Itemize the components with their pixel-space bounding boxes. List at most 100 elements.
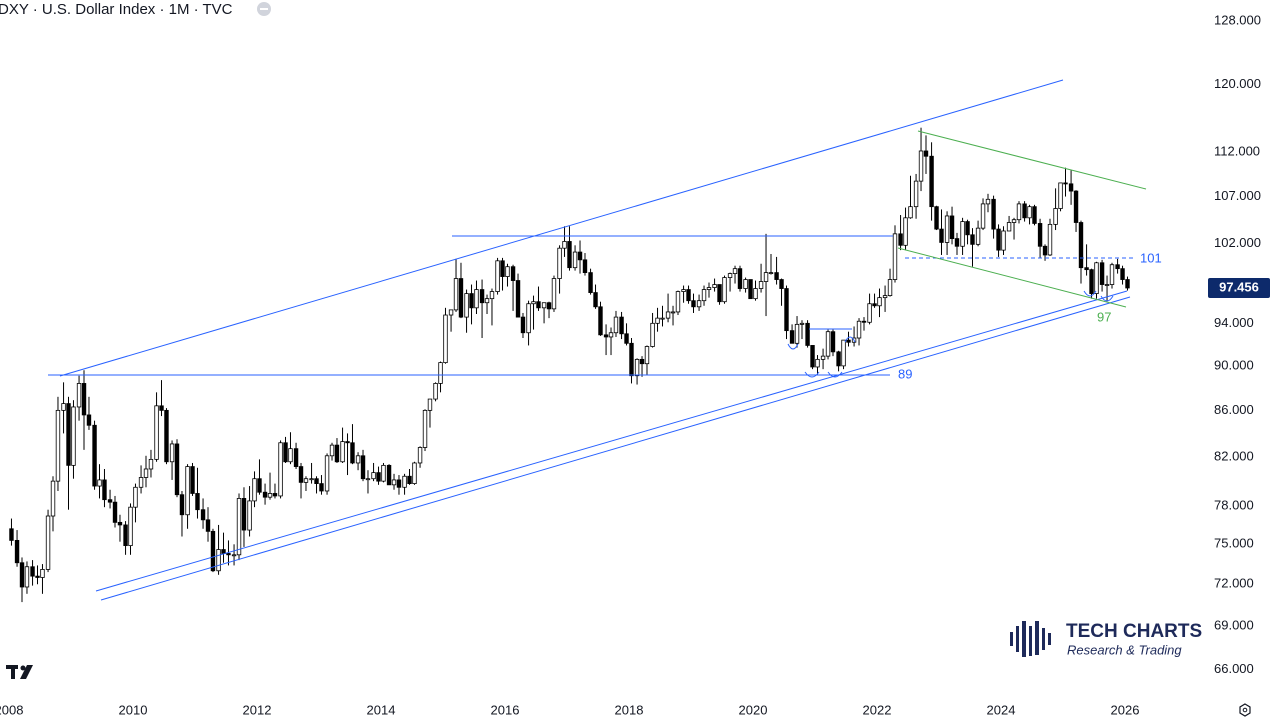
candle-body bbox=[598, 306, 603, 336]
candle-body bbox=[551, 278, 557, 310]
candle-body bbox=[805, 322, 810, 346]
candle-body bbox=[1047, 223, 1053, 256]
x-tick-label: 2020 bbox=[739, 702, 768, 717]
candle-body bbox=[991, 198, 996, 230]
candle-body bbox=[9, 528, 14, 541]
candle-body bbox=[272, 493, 278, 497]
candle-body bbox=[262, 491, 268, 498]
candle-body bbox=[438, 362, 443, 384]
candle-body bbox=[877, 297, 882, 307]
candle-body bbox=[107, 499, 113, 503]
candle-body bbox=[427, 398, 433, 411]
wedge-upper bbox=[917, 130, 1147, 190]
candle-body bbox=[1022, 203, 1027, 219]
candle-body bbox=[210, 530, 216, 572]
tv-logo bbox=[6, 665, 33, 679]
candle-body bbox=[768, 272, 774, 275]
candle-body bbox=[872, 303, 877, 307]
candle-body bbox=[334, 444, 340, 463]
candle-body bbox=[650, 322, 655, 347]
candle-body bbox=[81, 383, 87, 416]
y-tick-label: 90.000 bbox=[1214, 357, 1254, 372]
y-tick-label: 69.000 bbox=[1214, 617, 1254, 632]
candle-body bbox=[706, 287, 712, 290]
candle-body bbox=[572, 251, 578, 269]
y-tick-label: 78.000 bbox=[1214, 497, 1254, 512]
candle-body bbox=[743, 279, 748, 289]
candle-body bbox=[567, 241, 572, 269]
candles bbox=[9, 127, 1130, 603]
candle-body bbox=[758, 281, 764, 289]
candle-body bbox=[205, 519, 211, 532]
candle-body bbox=[159, 405, 164, 411]
arc bbox=[1100, 295, 1114, 302]
icon-bar bbox=[1029, 626, 1032, 656]
drawings bbox=[48, 79, 1147, 601]
candle-body bbox=[278, 442, 283, 497]
candle-body bbox=[815, 358, 820, 368]
candle-body bbox=[371, 472, 376, 480]
candle-body bbox=[1037, 223, 1043, 247]
candle-body bbox=[76, 383, 82, 408]
candle-body bbox=[960, 221, 965, 247]
candle-body bbox=[696, 300, 702, 308]
candle-body bbox=[443, 314, 448, 364]
candle-body bbox=[257, 478, 262, 493]
candle-body bbox=[1042, 245, 1048, 256]
candle-body bbox=[391, 479, 397, 486]
candle-body bbox=[112, 501, 118, 523]
axes: 128.000 120.000 112.000 107.000 102.000 94.00… bbox=[0, 13, 1270, 717]
candle-body bbox=[417, 447, 423, 464]
candle-body bbox=[360, 455, 366, 480]
candle-body bbox=[61, 403, 66, 411]
arc bbox=[827, 371, 843, 378]
candle-body bbox=[1104, 284, 1110, 286]
candle-body bbox=[634, 358, 640, 377]
candle-body bbox=[939, 228, 944, 243]
candle-body bbox=[691, 300, 696, 308]
candle-body bbox=[1109, 264, 1115, 285]
candle-body bbox=[541, 302, 547, 309]
candle-body bbox=[469, 293, 474, 309]
candle-body bbox=[887, 279, 893, 297]
candle-body bbox=[546, 302, 552, 310]
candle-body bbox=[660, 317, 665, 320]
candle-body bbox=[221, 549, 226, 554]
candle-body bbox=[407, 475, 412, 484]
icon-bar bbox=[1048, 633, 1051, 645]
candle-body bbox=[794, 323, 800, 344]
brand-name: TECH CHARTS bbox=[1066, 621, 1202, 642]
settings-button[interactable] bbox=[1239, 703, 1251, 717]
y-tick-label: 120.000 bbox=[1214, 76, 1261, 91]
logo-part bbox=[20, 665, 33, 679]
candle-body bbox=[50, 480, 56, 517]
channel-upper bbox=[59, 79, 1064, 377]
candle-body bbox=[779, 279, 784, 289]
candle-body bbox=[577, 251, 583, 261]
candle-body bbox=[350, 442, 355, 464]
candle-body bbox=[712, 284, 717, 288]
candle-body bbox=[1073, 190, 1079, 223]
candle-body bbox=[753, 288, 758, 300]
candle-body bbox=[965, 221, 970, 236]
candle-body bbox=[102, 479, 107, 501]
candle-body bbox=[980, 203, 986, 229]
candle-body bbox=[386, 464, 392, 486]
candle-body bbox=[345, 441, 350, 444]
x-tick-label: 2010 bbox=[119, 702, 148, 717]
candle-body bbox=[24, 566, 30, 588]
candle-body bbox=[448, 309, 454, 316]
candle-body bbox=[247, 500, 252, 531]
y-tick-label: 128.000 bbox=[1214, 13, 1261, 28]
candle-body bbox=[479, 289, 485, 304]
candle-body bbox=[774, 272, 779, 280]
candle-body bbox=[92, 424, 97, 487]
candle-body bbox=[655, 317, 660, 324]
icon-bar bbox=[1022, 621, 1026, 657]
candle-body bbox=[639, 358, 645, 365]
candle-body bbox=[1032, 206, 1037, 224]
candle-body bbox=[588, 272, 593, 293]
candle-body bbox=[799, 322, 805, 325]
candle-body bbox=[117, 521, 123, 526]
candle-body bbox=[1016, 203, 1022, 221]
